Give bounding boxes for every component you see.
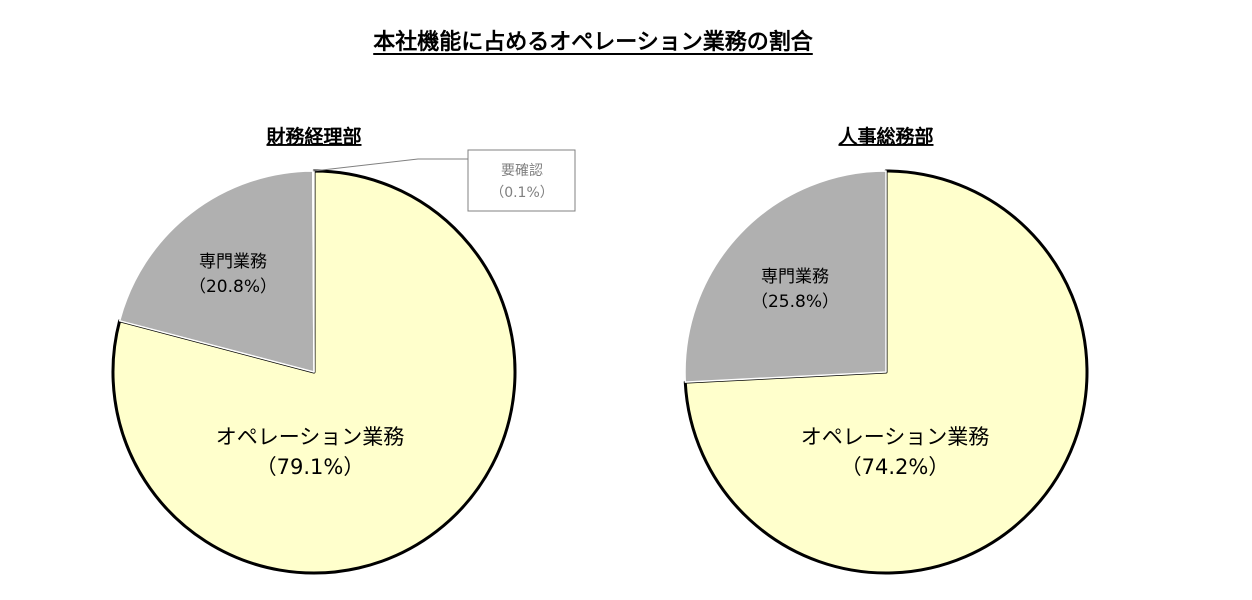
slice-label: 要確認 (501, 163, 543, 179)
pie-slice-2 (118, 170, 315, 373)
chart-title-text: 本社機能に占めるオペレーション業務の割合 (373, 30, 813, 55)
slice-percent-label: （25.8%） (751, 292, 839, 312)
slice-percent-label: （0.1%） (490, 185, 554, 201)
slice-percent-label: （20.8%） (189, 277, 277, 297)
callout-box (467, 149, 576, 212)
pie-title: 人事総務部 (838, 125, 933, 148)
chart-title: 本社機能に占めるオペレーション業務の割合 (0, 28, 1186, 58)
slice-label: 専門業務 (199, 252, 267, 272)
callout-leader-line (313, 158, 468, 172)
slice-label: 専門業務 (761, 267, 829, 287)
slice-percent-label: （74.2%） (841, 455, 950, 479)
pie-title: 財務経理部 (266, 125, 361, 148)
slice-label: オペレーション業務 (801, 425, 990, 449)
pie-slice-2 (684, 170, 887, 383)
slice-label: オペレーション業務 (216, 425, 405, 449)
slice-percent-label: （79.1%） (256, 455, 365, 479)
